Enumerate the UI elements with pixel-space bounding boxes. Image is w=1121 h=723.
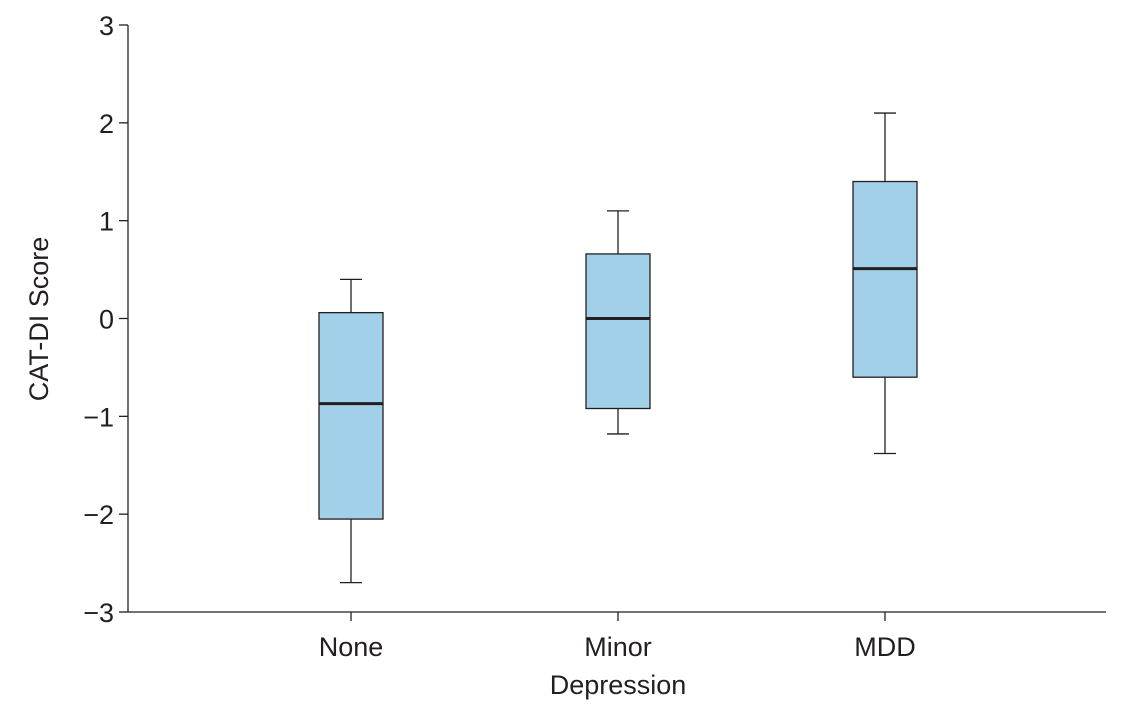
x-category-label: Depression: [550, 670, 687, 700]
y-tick-label: 1: [99, 207, 114, 237]
y-tick-label: 2: [99, 109, 114, 139]
y-tick-label: 3: [99, 11, 114, 41]
box-2: [852, 112, 918, 455]
x-axis: None Minor Depression MDD: [128, 611, 1106, 700]
y-tick-label: −1: [83, 402, 114, 432]
iqr-box: [318, 311, 384, 520]
y-tick-label: −3: [83, 598, 114, 628]
box-1: [585, 210, 651, 435]
iqr-box: [852, 180, 918, 378]
y-axis-title: CAT-DI Score: [24, 237, 54, 402]
iqr-box: [585, 253, 651, 410]
x-category-label: MDD: [854, 632, 916, 662]
y-tick-label: 0: [99, 305, 114, 335]
x-category-label: Minor: [584, 632, 652, 662]
x-category-label: None: [319, 632, 384, 662]
y-tick-label: −2: [83, 500, 114, 530]
y-axis: 3 2 1 0 −1 −2 −3: [83, 11, 129, 628]
box-0: [318, 278, 384, 584]
boxes: [318, 112, 918, 584]
